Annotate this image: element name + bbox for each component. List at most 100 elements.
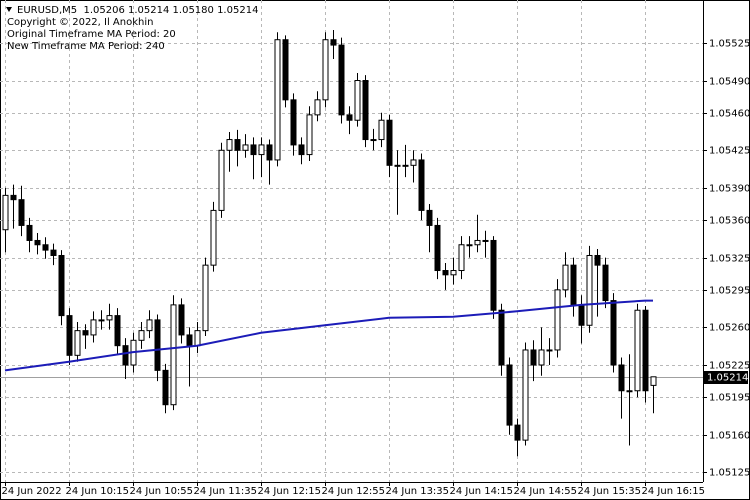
y-tick-label: 1.05325 (709, 254, 750, 265)
candle-body (450, 270, 457, 276)
candle-body (410, 159, 417, 166)
candle-body (186, 334, 193, 347)
candle-body (90, 319, 97, 336)
plot (2, 30, 657, 457)
y-tick-label: 1.05260 (709, 323, 750, 334)
candle-body (434, 224, 441, 272)
candle-body (210, 209, 217, 266)
candle-body (274, 39, 281, 161)
y-tick-label: 1.05295 (709, 286, 750, 297)
candle-body (306, 114, 313, 156)
candle-body (530, 349, 537, 366)
candle-body (642, 309, 649, 392)
x-tick-label: 24 Jun 12:15 (258, 486, 322, 497)
candle-body (362, 80, 369, 141)
candle-body (498, 309, 505, 366)
y-tick-label: 1.05460 (709, 109, 750, 120)
candle-body (330, 39, 337, 46)
y-tick-label: 1.05125 (709, 468, 750, 479)
y-tick-label: 1.05525 (709, 39, 750, 50)
candle-body (482, 239, 489, 242)
candle-body (506, 364, 513, 426)
candle-body (170, 304, 177, 406)
candle-body (114, 315, 121, 347)
candle-body (242, 144, 249, 151)
candle-body (106, 315, 113, 321)
candle-body (610, 300, 617, 366)
x-tick-label: 24 Jun 15:35 (578, 486, 642, 497)
candle-body (554, 289, 561, 351)
y-tick-label: 1.05225 (709, 361, 750, 372)
candle-body (378, 119, 385, 141)
y-tick-label: 1.05195 (709, 393, 750, 404)
candle-body (386, 119, 393, 166)
candle-body (98, 319, 105, 322)
x-tick-label: 24 Jun 12:55 (322, 486, 386, 497)
candle-body (154, 319, 161, 371)
candle-body (634, 309, 641, 392)
candle-body (34, 239, 41, 246)
candle-body (266, 144, 273, 161)
x-tick-label: 24 Jun 16:15 (642, 486, 706, 497)
candle-body (538, 349, 545, 366)
annotation: New Timeframe MA Period: 240 (7, 41, 165, 52)
candle-body (146, 319, 153, 332)
candle-body (2, 194, 9, 231)
candle-body (626, 390, 633, 393)
header: EURUSD,M5 1.05206 1.05214 1.05180 1.0521… (17, 5, 258, 16)
candle-body (258, 144, 265, 156)
candle-body (66, 315, 73, 356)
candle-body (42, 244, 49, 251)
candle-body (74, 330, 81, 356)
candle-body (466, 244, 473, 247)
x-tick-label: 24 Jun 2022 (2, 486, 62, 497)
last-price-box (704, 371, 748, 384)
candle-body (490, 239, 497, 311)
candle-body (10, 194, 17, 201)
menu-triangle[interactable] (6, 7, 12, 12)
candle-body (442, 270, 449, 276)
candle-body (346, 114, 353, 121)
candle-body (18, 199, 25, 226)
x-tick-label: 24 Jun 14:15 (450, 486, 514, 497)
x-tick-label: 24 Jun 10:55 (130, 486, 194, 497)
candle-body (474, 239, 481, 246)
x-tick-label: 24 Jun 14:55 (514, 486, 578, 497)
x-tick-label: 24 Jun 10:15 (66, 486, 130, 497)
candle-body (418, 159, 425, 211)
last-price-label: 1.05214 (707, 373, 748, 384)
candle-body (354, 80, 361, 121)
candle-body (618, 364, 625, 392)
x-tick-label: 24 Jun 13:35 (386, 486, 450, 497)
candle-body (594, 254, 601, 266)
candle-body (234, 139, 241, 151)
candle-body (282, 39, 289, 101)
candle-body (602, 264, 609, 302)
candle-body (178, 304, 185, 336)
x-tick-label: 24 Jun 11:35 (194, 486, 258, 497)
y-tick-label: 1.05425 (709, 146, 750, 157)
candle-body (338, 44, 345, 116)
candle-body (314, 99, 321, 116)
candle-body (570, 264, 577, 306)
candle-body (458, 244, 465, 272)
candle-body (58, 254, 65, 317)
candle-body (578, 304, 585, 326)
y-tick-label: 1.05390 (709, 184, 750, 195)
candle-body (290, 99, 297, 146)
candle-body (122, 345, 129, 366)
candle-body (138, 330, 145, 341)
candle-body (402, 164, 409, 167)
y-tick-label: 1.05160 (709, 431, 750, 442)
candle-body (298, 144, 305, 156)
annotation: Original Timeframe MA Period: 20 (7, 29, 176, 40)
candle-body (514, 424, 521, 441)
candle-body (26, 224, 33, 241)
y-tick-label: 1.05490 (709, 77, 750, 88)
candle-body (218, 149, 225, 211)
y-tick-label: 1.05360 (709, 216, 750, 227)
candle-body (162, 369, 169, 406)
